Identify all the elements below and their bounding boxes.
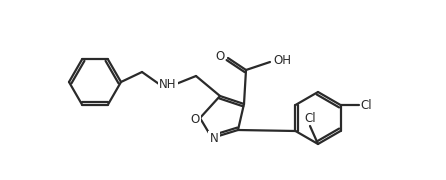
Text: OH: OH [273, 53, 291, 66]
Text: Cl: Cl [304, 111, 316, 125]
Text: N: N [210, 132, 219, 145]
Text: NH: NH [159, 78, 177, 91]
Text: Cl: Cl [361, 98, 372, 111]
Text: O: O [215, 50, 225, 62]
Text: O: O [190, 112, 200, 125]
